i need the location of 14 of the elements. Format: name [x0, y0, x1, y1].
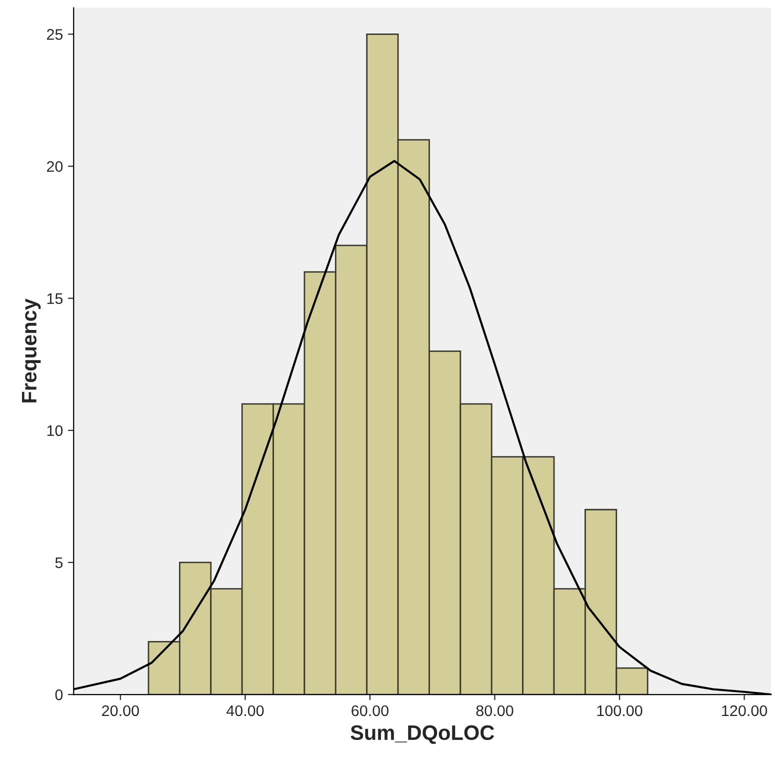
- x-axis-title: Sum_DQoLOC: [350, 725, 494, 744]
- y-tick-label: 15: [47, 293, 63, 304]
- x-tick-label: 120.00: [722, 705, 768, 716]
- y-tick-label: 20: [46, 161, 63, 172]
- y-tick-label: 0: [55, 689, 63, 700]
- x-tick-label: 60.00: [352, 705, 388, 716]
- y-axis-title: Frequency: [22, 298, 41, 402]
- x-tick-label: 100.00: [597, 705, 642, 716]
- x-tick-label: 20.00: [102, 705, 139, 716]
- y-tick-label: 25: [46, 29, 63, 40]
- y-tick-label: 10: [47, 425, 63, 436]
- y-tick-label: 5: [55, 557, 63, 568]
- x-tick-label: 80.00: [476, 705, 514, 716]
- x-tick-label: 40.00: [226, 705, 264, 716]
